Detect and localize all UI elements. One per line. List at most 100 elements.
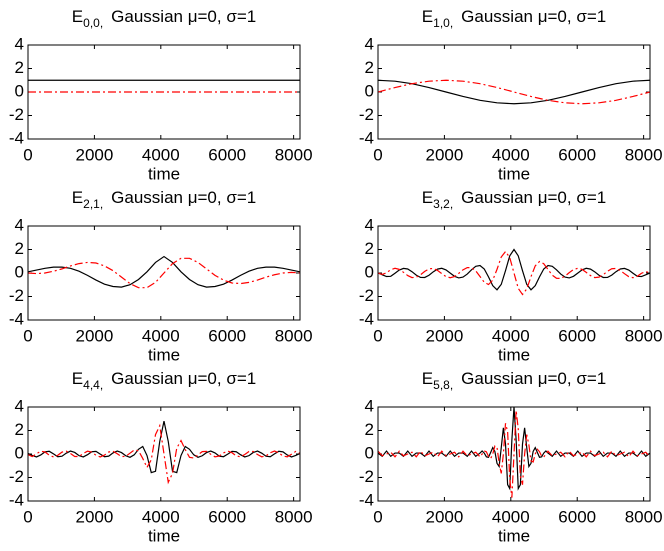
series-line [28,257,300,289]
title-text: Gaussian μ=0, σ=1 [461,7,606,26]
y-tick-label: 2 [15,420,24,439]
title-subscript: 0,0, [83,16,103,30]
x-tick-label: 8000 [275,145,313,164]
x-tick-label: 2000 [75,145,113,164]
axes-frame [27,44,301,140]
y-tick-label: -4 [9,490,24,509]
title-subscript: 4,4, [83,378,103,392]
x-tick-label: 8000 [625,145,663,164]
x-tick-label: 8000 [625,507,663,526]
y-tick-label: 2 [365,58,374,77]
y-tick-label: -4 [359,490,374,509]
x-tick-label: 6000 [208,507,246,526]
y-tick-label: 0 [365,81,374,100]
y-tick-label: -4 [359,128,374,147]
title-text: Gaussian μ=0, σ=1 [111,7,256,26]
x-tick-label: 4000 [142,145,180,164]
title-symbol: E [72,369,83,388]
series-line [378,248,650,291]
x-tick-label: 2000 [75,326,113,345]
x-tick-label: 6000 [208,326,246,345]
x-tick-label: 6000 [558,145,596,164]
axes-frame [27,406,301,502]
y-tick-label: 2 [365,420,374,439]
series-line [378,79,650,105]
y-tick-label: -2 [9,105,24,124]
x-axis-label: time [148,345,180,364]
y-tick-label: 2 [365,239,374,258]
x-tick-label: 8000 [275,507,313,526]
subplot-title: E5,8, Gaussian μ=0, σ=1 [422,369,606,392]
title-text: Gaussian μ=0, σ=1 [461,369,606,388]
x-tick-label: 4000 [492,507,530,526]
x-tick-label: 0 [373,326,382,345]
title-text: Gaussian μ=0, σ=1 [111,188,256,207]
title-subscript: 2,1, [83,197,103,211]
title-subscript: 5,8, [433,378,453,392]
y-tick-label: 0 [15,81,24,100]
title-text: Gaussian μ=0, σ=1 [461,188,606,207]
subplot-title: E4,4, Gaussian μ=0, σ=1 [72,369,256,392]
x-axis-label: time [498,164,530,183]
x-tick-label: 4000 [142,326,180,345]
title-subscript: 1,0, [433,16,453,30]
y-tick-label: 2 [15,58,24,77]
x-tick-label: 0 [23,326,32,345]
y-tick-label: 4 [365,396,374,415]
title-symbol: E [422,7,433,26]
y-tick-label: 4 [15,396,24,415]
y-tick-label: 2 [15,239,24,258]
series-line [28,420,300,474]
x-tick-label: 0 [23,507,32,526]
subplot-title: E2,1, Gaussian μ=0, σ=1 [72,188,256,211]
subplot-title: E3,2, Gaussian μ=0, σ=1 [422,188,606,211]
x-tick-label: 2000 [425,326,463,345]
x-tick-label: 4000 [492,326,530,345]
title-symbol: E [72,188,83,207]
y-tick-label: 4 [15,34,24,53]
x-tick-label: 4000 [142,507,180,526]
x-axis-label: time [148,526,180,545]
x-tick-label: 0 [373,507,382,526]
x-tick-label: 6000 [558,326,596,345]
series-line [28,423,300,485]
x-tick-label: 4000 [492,145,530,164]
y-tick-label: -2 [9,467,24,486]
x-tick-label: 2000 [425,145,463,164]
y-tick-label: 0 [15,262,24,281]
x-tick-label: 0 [23,145,32,164]
x-tick-label: 6000 [558,507,596,526]
x-axis-label: time [148,164,180,183]
y-tick-label: -2 [359,467,374,486]
y-tick-label: -2 [359,105,374,124]
title-subscript: 3,2, [433,197,453,211]
y-tick-label: 0 [15,443,24,462]
title-symbol: E [422,369,433,388]
x-tick-label: 2000 [75,507,113,526]
axes-frame [27,225,301,321]
y-tick-label: -4 [9,128,24,147]
y-tick-label: -4 [9,309,24,328]
axes-frame [377,44,651,140]
x-tick-label: 6000 [208,145,246,164]
series-line [378,250,650,296]
series-line [378,410,650,498]
y-tick-label: -2 [9,286,24,305]
y-tick-label: -4 [359,309,374,328]
axes-frame [377,225,651,321]
x-tick-label: 8000 [625,326,663,345]
y-tick-label: 4 [365,34,374,53]
x-axis-label: time [498,526,530,545]
x-axis-label: time [498,345,530,364]
title-symbol: E [422,188,433,207]
y-tick-label: 0 [365,443,374,462]
x-tick-label: 8000 [275,326,313,345]
title-text: Gaussian μ=0, σ=1 [111,369,256,388]
x-tick-label: 2000 [425,507,463,526]
subplot-title: E1,0, Gaussian μ=0, σ=1 [422,7,606,30]
series-line [378,79,650,105]
y-tick-label: 4 [365,215,374,234]
title-symbol: E [72,7,83,26]
series-line [28,255,300,288]
